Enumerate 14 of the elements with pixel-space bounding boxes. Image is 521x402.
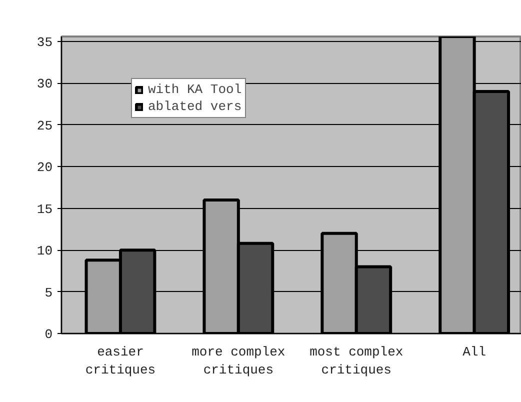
- x-tick-label: more complex critiques: [192, 344, 286, 378]
- legend-label: ablated vers: [148, 99, 242, 114]
- x-tick-label: easier critiques: [85, 344, 156, 378]
- y-tick-label: 25: [36, 118, 53, 134]
- x-tick-label: All: [462, 344, 486, 360]
- y-tick-label: 5: [44, 285, 53, 300]
- x-tick-label: most complex critiques: [310, 344, 404, 378]
- y-tick-label: 10: [36, 244, 53, 259]
- y-tick-label: 15: [36, 202, 53, 217]
- legend-label: with KA Tool: [148, 82, 242, 97]
- y-tick-label: 0: [44, 327, 53, 342]
- y-tick-label: 30: [36, 76, 53, 92]
- y-tick-label: 35: [36, 35, 53, 50]
- y-tick-label: 20: [36, 160, 53, 176]
